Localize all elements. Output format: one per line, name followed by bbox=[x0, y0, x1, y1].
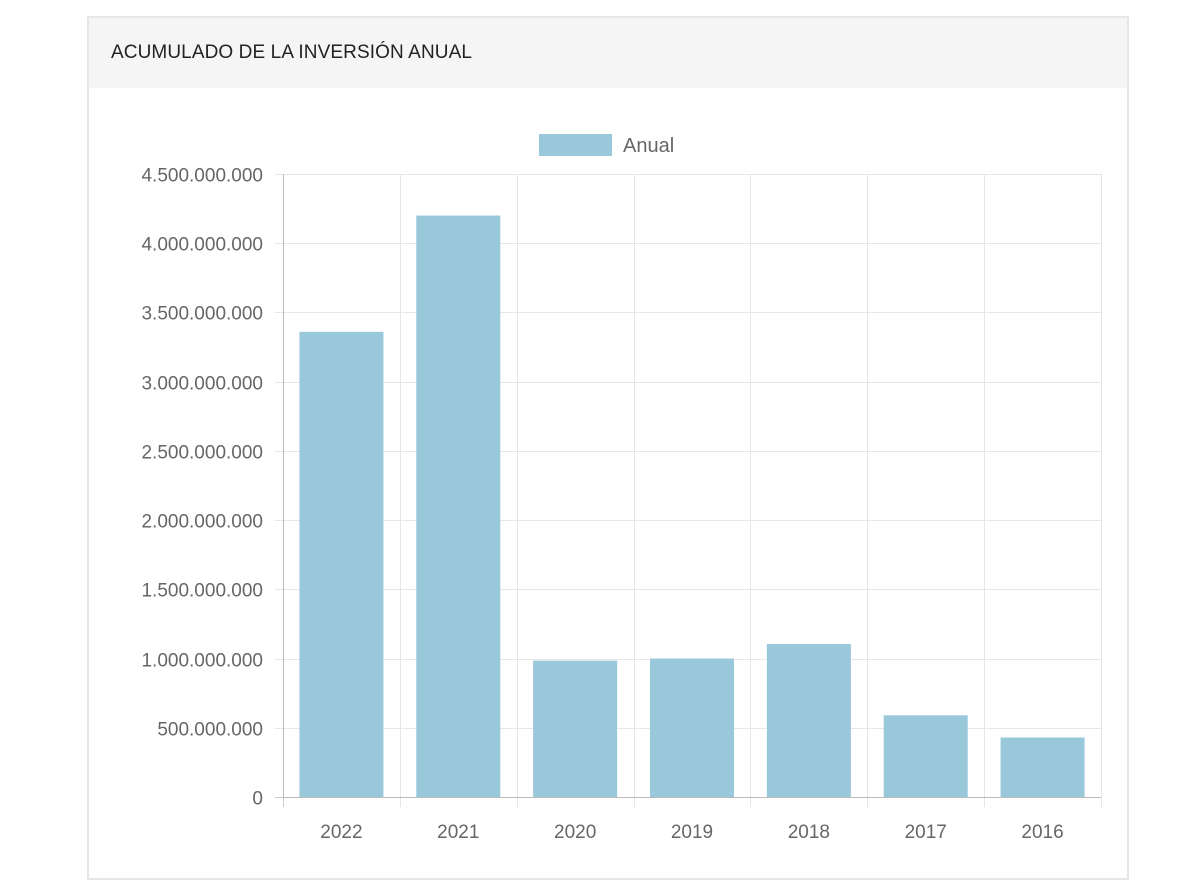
bar-2018[interactable] bbox=[766, 644, 851, 797]
x-tick-label: 2019 bbox=[671, 822, 713, 843]
bar-2022[interactable] bbox=[299, 331, 384, 797]
y-tick-label: 4.500.000.000 bbox=[141, 166, 263, 187]
x-tick-label: 2020 bbox=[554, 822, 596, 843]
x-tick-label: 2022 bbox=[320, 822, 362, 843]
x-axis-tick-labels: 2022 2021 2020 2019 2018 2017 2016 bbox=[320, 822, 1063, 843]
x-tick-label: 2021 bbox=[437, 822, 479, 843]
bar-2021[interactable] bbox=[416, 215, 501, 798]
y-tick-label: 4.000.000.000 bbox=[141, 235, 263, 256]
legend[interactable]: Anual bbox=[539, 134, 674, 157]
y-tick-label: 2.500.000.000 bbox=[141, 443, 263, 464]
y-tick-label: 2.000.000.000 bbox=[141, 512, 263, 533]
y-tick-label: 3.500.000.000 bbox=[141, 304, 263, 325]
bar-2020[interactable] bbox=[533, 660, 618, 797]
y-tick-label: 1.000.000.000 bbox=[141, 651, 263, 672]
x-tick-label: 2016 bbox=[1021, 822, 1063, 843]
grid-lines bbox=[275, 174, 1102, 807]
axes bbox=[283, 174, 1101, 798]
bar-2019[interactable] bbox=[650, 658, 734, 797]
legend-swatch[interactable] bbox=[539, 134, 612, 156]
y-tick-label: 1.500.000.000 bbox=[141, 581, 263, 602]
bar-2017[interactable] bbox=[883, 715, 968, 797]
x-tick-label: 2018 bbox=[788, 822, 830, 843]
y-axis-tick-labels: 0 500.000.000 1.000.000.000 1.500.000.000 2.… bbox=[141, 166, 263, 810]
legend-label[interactable]: Anual bbox=[623, 135, 674, 157]
y-tick-label: 3.000.000.000 bbox=[141, 374, 263, 395]
bars bbox=[299, 215, 1085, 798]
y-tick-label: 500.000.000 bbox=[157, 720, 263, 741]
bar-2016[interactable] bbox=[1000, 737, 1085, 797]
x-tick-label: 2017 bbox=[905, 822, 947, 843]
y-tick-label: 0 bbox=[252, 789, 263, 810]
panel-header: ACUMULADO DE LA INVERSIÓN ANUAL bbox=[89, 18, 1127, 88]
panel-title: ACUMULADO DE LA INVERSIÓN ANUAL bbox=[111, 42, 473, 63]
